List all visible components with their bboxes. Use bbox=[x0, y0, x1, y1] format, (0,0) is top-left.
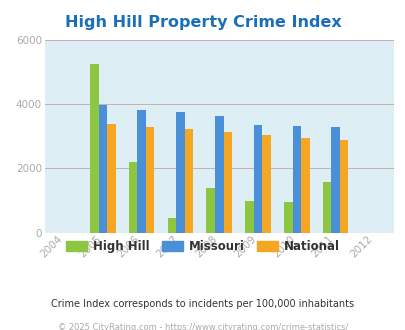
Text: Crime Index corresponds to incidents per 100,000 inhabitants: Crime Index corresponds to incidents per… bbox=[51, 299, 354, 309]
Text: © 2025 CityRating.com - https://www.cityrating.com/crime-statistics/: © 2025 CityRating.com - https://www.city… bbox=[58, 323, 347, 330]
Bar bbox=[322, 182, 330, 233]
Bar bbox=[253, 125, 262, 233]
Bar bbox=[284, 202, 292, 233]
Bar bbox=[184, 129, 193, 233]
Bar bbox=[145, 127, 154, 233]
Bar bbox=[98, 105, 107, 233]
Bar bbox=[107, 124, 115, 233]
Bar bbox=[167, 218, 176, 233]
Bar bbox=[301, 138, 309, 233]
Bar bbox=[330, 127, 339, 233]
Text: High Hill Property Crime Index: High Hill Property Crime Index bbox=[64, 15, 341, 30]
Bar bbox=[223, 132, 232, 233]
Bar bbox=[90, 64, 98, 233]
Bar bbox=[292, 126, 301, 233]
Bar bbox=[128, 162, 137, 233]
Bar bbox=[262, 136, 270, 233]
Bar bbox=[137, 110, 145, 233]
Bar bbox=[206, 188, 214, 233]
Bar bbox=[214, 115, 223, 233]
Bar bbox=[245, 201, 253, 233]
Bar bbox=[176, 112, 184, 233]
Legend: High Hill, Missouri, National: High Hill, Missouri, National bbox=[61, 236, 344, 258]
Bar bbox=[339, 140, 347, 233]
